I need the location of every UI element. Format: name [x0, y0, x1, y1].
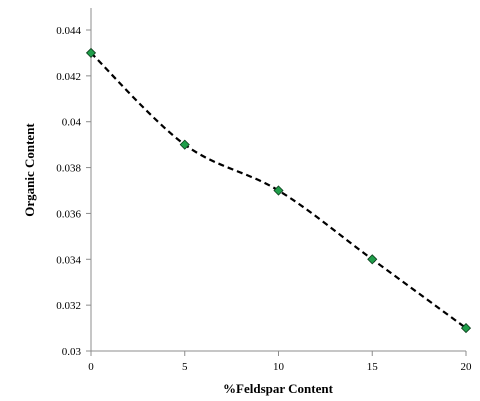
data-point: [85, 47, 97, 58]
y-tick-label: 0.032: [56, 300, 81, 312]
data-point: [179, 139, 190, 150]
x-tick-label: 20: [461, 361, 473, 373]
x-tick-labels: 0 5 10 15 20: [88, 361, 472, 373]
y-tick-label: 0.042: [56, 71, 81, 83]
data-point: [273, 185, 284, 196]
x-axis-title: %Feldspar Content: [223, 381, 334, 396]
data-point: [460, 323, 472, 334]
y-tick-label: 0.04: [62, 117, 82, 129]
data-point: [367, 254, 378, 265]
y-tick-label: 0.036: [56, 208, 81, 220]
y-tick-label: 0.044: [56, 25, 81, 37]
y-tick-label: 0.034: [56, 254, 81, 266]
x-tick-label: 0: [88, 361, 94, 373]
x-tick-label: 10: [273, 361, 285, 373]
x-tick-label: 15: [367, 361, 379, 373]
y-tick-labels: 0.03 0.032 0.034 0.036 0.038 0.04 0.042 0.044: [56, 25, 81, 358]
y-axis-title: Organic Content: [22, 123, 37, 217]
y-tick-label: 0.038: [56, 163, 81, 175]
y-tick-label: 0.03: [62, 346, 82, 358]
x-tick-label: 5: [182, 361, 188, 373]
tick-marks: [86, 29, 467, 356]
data-points: [85, 47, 472, 334]
axes: [90, 8, 466, 352]
